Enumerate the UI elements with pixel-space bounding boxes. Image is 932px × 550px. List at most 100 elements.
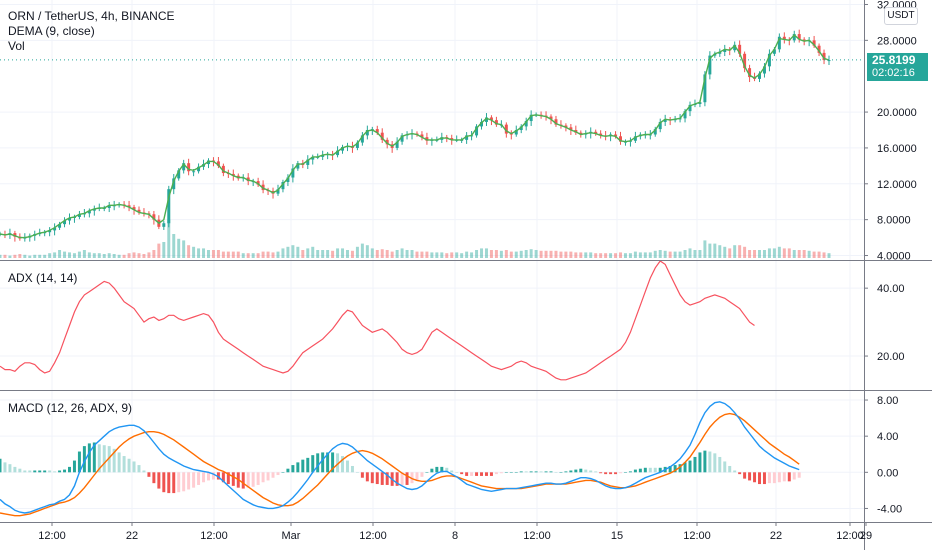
candle-body xyxy=(336,150,340,156)
macd-histogram-bar xyxy=(68,466,71,473)
candle-body xyxy=(772,49,776,54)
volume-bar xyxy=(410,250,414,258)
volume-bar xyxy=(8,255,12,258)
volume-bar xyxy=(321,250,325,258)
candle-body xyxy=(162,223,166,227)
macd-histogram-bar xyxy=(544,471,548,473)
volume-bar xyxy=(152,250,156,258)
candle-body xyxy=(514,130,518,135)
volume-bar xyxy=(3,254,7,258)
candlesticks[interactable] xyxy=(0,29,831,242)
volume-bar xyxy=(137,253,141,258)
macd-histogram-bar xyxy=(87,443,91,473)
macd-histogram-bar xyxy=(281,472,285,473)
last-price-value: 25.8199 xyxy=(872,53,916,67)
macd-histogram-bar xyxy=(291,465,295,473)
volume-bar xyxy=(286,246,290,258)
volume-legend[interactable]: Vol xyxy=(8,39,25,53)
candle-body xyxy=(703,74,707,103)
volume-bar xyxy=(142,254,146,258)
volume-bar xyxy=(440,252,444,258)
macd-histogram-bar xyxy=(216,472,220,480)
price-axis-label: -4.00 xyxy=(877,503,902,515)
symbol-title[interactable]: ORN / TetherUS, 4h, BINANCE xyxy=(8,9,175,23)
price-axis-label: 0.00 xyxy=(877,467,898,479)
volume-bar xyxy=(792,250,796,258)
dema-path xyxy=(0,34,830,239)
macd-histogram-bar xyxy=(698,452,702,473)
macd-histogram-bar xyxy=(92,442,96,473)
macd-histogram-bar xyxy=(633,469,637,473)
macd-histogram-bar xyxy=(797,472,801,478)
macd-histogram-bar xyxy=(97,444,101,473)
price-axis-label: 40.00 xyxy=(877,283,905,295)
candle-body xyxy=(524,121,528,127)
volume-bar xyxy=(584,252,588,258)
candle-body xyxy=(182,163,186,171)
volume-bar xyxy=(827,253,831,258)
macd-legend[interactable]: MACD (12, 26, ADX, 9) xyxy=(8,401,132,416)
price-axis[interactable]: 4.0000 8.0000 12.0000 16.0000 20.0000 28.0000… xyxy=(864,0,917,515)
candle-body xyxy=(58,224,62,228)
macd-histogram-bar xyxy=(792,472,796,480)
currency-badge[interactable]: USDT xyxy=(884,7,918,25)
candle-body xyxy=(13,233,17,237)
volume-bar xyxy=(748,250,752,258)
volume-bar xyxy=(296,246,300,258)
volume-bar xyxy=(216,250,220,258)
candle-body xyxy=(554,119,558,125)
candle-body xyxy=(187,163,191,172)
volume-bar xyxy=(48,253,52,258)
volume-bar xyxy=(628,253,632,258)
macd-histogram-bar xyxy=(519,471,523,473)
volume-bar xyxy=(127,253,131,258)
price-axis-label: 8.0000 xyxy=(877,215,911,227)
macd-histogram-bar xyxy=(574,469,578,473)
dema-legend[interactable]: DEMA (9, close) xyxy=(8,24,95,38)
volume-bar xyxy=(609,253,613,258)
volume-bar xyxy=(480,248,484,258)
time-axis-label: 15 xyxy=(611,530,623,542)
volume-bar xyxy=(455,252,459,258)
macd-histogram-bar xyxy=(256,472,260,485)
volume-bar xyxy=(256,253,260,258)
macd-histogram-bar xyxy=(311,455,315,473)
macd-histogram-bar xyxy=(187,472,191,490)
volume-bar xyxy=(415,251,419,258)
volume-bar xyxy=(375,250,379,258)
candle-body xyxy=(708,55,712,75)
macd-histogram-bar xyxy=(450,470,454,473)
macd-histogram-bar xyxy=(385,472,389,485)
time-axis[interactable]: 12:00 22 12:00 Mar 12:00 8 12:00 15 12:00 22 12:00… xyxy=(38,522,872,542)
volume-bar xyxy=(336,248,340,258)
macd-histogram-bar xyxy=(777,472,781,483)
volume-bar xyxy=(202,248,206,258)
candle-body xyxy=(276,189,280,194)
volume-bar xyxy=(226,251,230,258)
adx-legend[interactable]: ADX (14, 14) xyxy=(8,271,77,286)
macd-histogram-bar xyxy=(207,472,210,481)
volume-bar xyxy=(767,248,771,258)
macd-histogram-bar xyxy=(192,472,196,488)
candle-body xyxy=(494,120,498,125)
price-axis-label: 16.0000 xyxy=(877,143,917,155)
macd-legend-label: MACD (12, 26, ADX, 9) xyxy=(8,401,133,415)
macd-histogram-bar xyxy=(112,448,116,473)
macd-histogram-bar xyxy=(723,461,727,473)
volume-bar xyxy=(13,254,17,258)
candle-body xyxy=(207,160,210,165)
macd-histogram-bar xyxy=(524,471,528,473)
volume-bar xyxy=(653,250,657,258)
volume-bar xyxy=(107,253,111,258)
price-axis-label: 12.0000 xyxy=(877,179,917,191)
candle-body xyxy=(380,132,384,140)
macd-histogram-bar xyxy=(708,451,712,473)
candle-body xyxy=(723,49,727,52)
candle-body xyxy=(480,121,484,127)
macd-histogram-bar xyxy=(703,450,707,473)
volume-bar xyxy=(733,245,737,258)
macd-histogram-bar xyxy=(470,472,474,476)
volume-bar xyxy=(97,253,101,258)
macd-histogram-bar xyxy=(549,471,553,473)
